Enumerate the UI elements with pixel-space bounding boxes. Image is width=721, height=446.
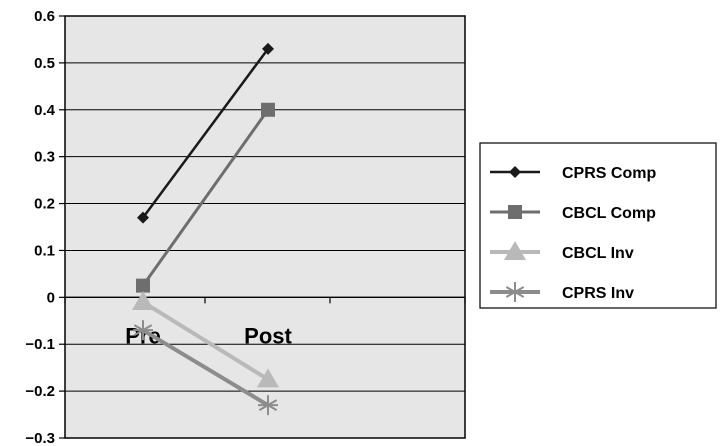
x-category-label: Post xyxy=(244,323,292,348)
legend: CPRS Comp CBCL Comp CBCL Inv CPRS Inv xyxy=(479,142,717,309)
series-group xyxy=(132,42,279,416)
series-line-cbcl-comp xyxy=(141,108,270,287)
y-tick-label: 0.6 xyxy=(34,8,55,25)
legend-label: CPRS Comp xyxy=(562,165,656,182)
y-tick-label: −0.2 xyxy=(25,383,55,400)
series-line-cprs-comp xyxy=(141,48,270,219)
series-line-cprs-inv xyxy=(141,328,270,407)
y-tick-label: 0.1 xyxy=(34,242,55,259)
y-tick-label: −0.3 xyxy=(25,430,55,446)
legend-label: CPRS Inv xyxy=(562,285,634,302)
legend-label: CBCL Inv xyxy=(562,245,634,262)
data-point xyxy=(504,241,526,260)
data-point xyxy=(505,282,525,302)
data-point xyxy=(133,320,153,341)
data-point xyxy=(262,42,274,55)
y-tick-label: 0.5 xyxy=(34,55,55,72)
y-tick-label: 0 xyxy=(47,289,55,306)
data-point xyxy=(132,291,154,311)
data-point xyxy=(136,278,150,293)
y-tick-label: 0.2 xyxy=(34,196,55,213)
y-tick-label: −0.1 xyxy=(25,336,55,353)
data-point xyxy=(509,166,521,178)
data-point xyxy=(508,205,522,219)
series-line-cbcl-inv xyxy=(141,300,270,382)
data-point xyxy=(261,102,275,117)
y-tick-label: 0.3 xyxy=(34,149,55,166)
data-point xyxy=(137,211,149,224)
data-point xyxy=(257,368,279,388)
gridlines xyxy=(65,62,465,392)
y-axis: −0.3 −0.2 −0.1 0 0.1 0.2 0.3 0.4 0.5 0.6 xyxy=(25,8,65,446)
data-point xyxy=(258,395,278,416)
legend-label: CBCL Comp xyxy=(562,205,656,222)
y-tick-label: 0.4 xyxy=(34,102,56,119)
plot-area xyxy=(64,15,466,439)
